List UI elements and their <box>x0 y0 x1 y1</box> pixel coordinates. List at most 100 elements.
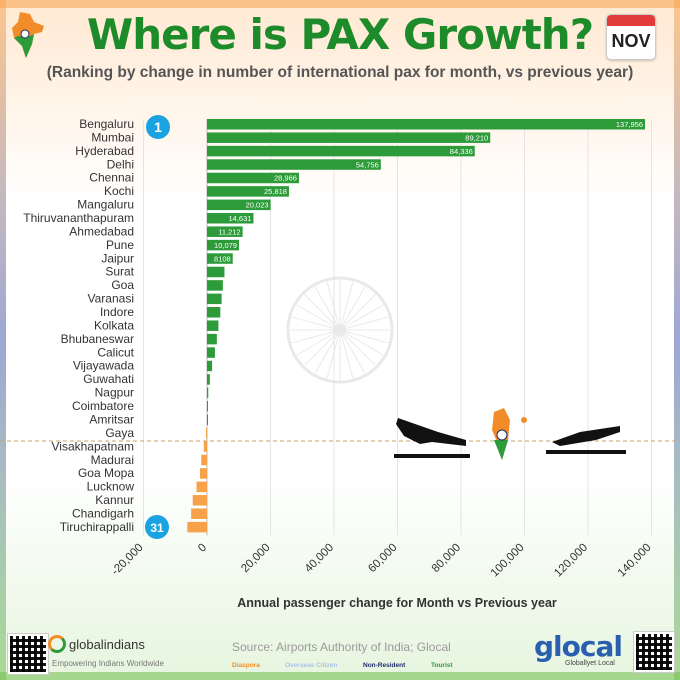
bar <box>206 427 208 439</box>
bar-value-label: 8108 <box>214 254 231 263</box>
category-label: Chandigarh <box>72 506 134 520</box>
arriving-plane-icon <box>546 426 626 454</box>
x-tick-label: 100,000 <box>489 542 527 580</box>
category-label: Kolkata <box>94 318 134 332</box>
bar <box>196 481 207 493</box>
legend-tourist: Tourist <box>431 662 453 669</box>
category-label: Guwahati <box>83 372 134 386</box>
category-label: Visakhapatnam <box>52 439 135 453</box>
bar-value-label: 11,212 <box>218 227 240 236</box>
chakra-watermark-icon <box>286 276 394 384</box>
x-tick-label: 40,000 <box>303 542 336 575</box>
rank-badge-last: 31 <box>145 515 169 539</box>
bar <box>192 495 207 506</box>
bar <box>207 199 271 211</box>
bar <box>207 266 225 278</box>
bar <box>191 508 207 519</box>
saffron-band <box>0 0 680 8</box>
category-label: Thiruvananthapuram <box>23 211 134 225</box>
calendar-icon: NOV <box>606 14 656 60</box>
category-label: Tiruchirappalli <box>60 520 134 534</box>
category-label: Goa <box>111 278 134 292</box>
page-subtitle: (Ranking by change in number of internat… <box>46 64 634 81</box>
globalindians-logo: globalindians <box>48 635 145 653</box>
category-label: Amritsar <box>89 412 134 426</box>
page-title: Where is PAX Growth? <box>86 10 594 59</box>
bar <box>207 320 219 331</box>
x-tick-label: 120,000 <box>552 542 590 580</box>
bar <box>207 347 215 358</box>
qr-code-left <box>7 633 49 675</box>
bar <box>203 441 207 452</box>
bar-value-label: 14,631 <box>228 214 251 223</box>
category-label: Chennai <box>89 171 134 185</box>
globalindians-icon <box>48 635 66 653</box>
x-tick-label: 60,000 <box>366 542 399 575</box>
bar <box>207 307 221 318</box>
bar-value-label: 25,818 <box>264 187 287 196</box>
x-axis-label: Annual passenger change for Month vs Pre… <box>237 596 557 610</box>
bar <box>207 360 213 372</box>
bar <box>207 239 240 251</box>
qr-code-right <box>633 631 675 673</box>
legend-overseas-citizen: Overseas Citizen <box>285 662 338 669</box>
svg-text:31: 31 <box>150 521 164 535</box>
category-label: Vijayawada <box>73 359 134 373</box>
category-label: Calicut <box>97 345 134 359</box>
departing-plane-icon <box>394 418 470 458</box>
bar <box>187 521 207 533</box>
category-label: Gaya <box>105 426 134 440</box>
category-label: Kannur <box>95 493 134 507</box>
category-label: Surat <box>105 265 134 279</box>
source-note: Source: Airports Authority of India; Glo… <box>232 640 451 654</box>
category-label: Delhi <box>107 157 134 171</box>
category-label: Varanasi <box>88 292 134 306</box>
bar <box>207 132 491 143</box>
globalindians-tagline: Empowering Indians Worldwide <box>52 659 164 668</box>
x-tick-label: 140,000 <box>616 542 654 580</box>
bar-value-label: 20,023 <box>246 201 269 210</box>
category-label: Jaipur <box>101 251 134 265</box>
glocal-tagline: Globallyet Local <box>565 660 615 667</box>
legend-diaspora: Diaspora <box>232 662 260 669</box>
bar <box>207 119 645 130</box>
bar <box>207 333 217 345</box>
bar <box>207 172 299 184</box>
x-tick-label: 20,000 <box>239 542 272 575</box>
category-label: Mangaluru <box>77 198 134 212</box>
glocal-logo: glocal <box>534 630 623 663</box>
category-label: Hyderabad <box>75 144 134 158</box>
category-label: Indore <box>100 305 134 319</box>
bar <box>207 401 208 412</box>
bar <box>207 159 381 170</box>
green-band <box>0 672 680 680</box>
bar <box>207 280 223 291</box>
bar-value-label: 28,966 <box>274 174 297 183</box>
bar-value-label: 10,079 <box>214 241 237 250</box>
left-border <box>0 0 6 680</box>
month-badge: NOV <box>611 31 651 51</box>
bar <box>207 226 243 237</box>
bar <box>207 387 209 399</box>
category-label: Nagpur <box>95 386 134 400</box>
bar <box>207 374 210 385</box>
category-label: Bhubaneswar <box>61 332 134 346</box>
category-label: Goa Mopa <box>78 466 134 480</box>
bar-value-label: 137,956 <box>616 120 643 129</box>
category-label: Bengaluru <box>79 117 134 131</box>
right-border <box>674 0 680 680</box>
bar <box>207 293 222 305</box>
bar-value-label: 84,336 <box>450 147 473 156</box>
rank-badge-first: 1 <box>146 115 170 139</box>
bar <box>207 213 254 224</box>
category-label: Ahmedabad <box>69 224 134 238</box>
bar-value-label: 89,210 <box>465 133 488 142</box>
bar <box>207 145 475 157</box>
category-label: Kochi <box>104 184 134 198</box>
bar <box>207 186 289 197</box>
category-label: Mumbai <box>91 130 134 144</box>
globalindians-name: globalindians <box>69 636 145 652</box>
category-label: Pune <box>106 238 134 252</box>
